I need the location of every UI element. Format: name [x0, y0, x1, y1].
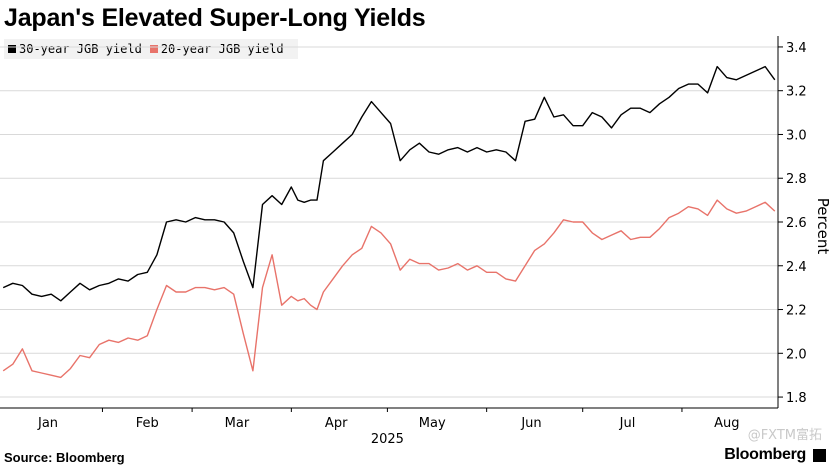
x-tick-label: Feb — [136, 416, 159, 431]
series-line-30y — [2, 65, 776, 302]
x-tick-label: Aug — [714, 416, 739, 431]
x-tick-label: May — [419, 416, 446, 431]
legend-item-30y: 30-year JGB yield — [8, 42, 142, 56]
series-line-20y — [2, 199, 776, 379]
y-tick-label: 1.8 — [786, 391, 807, 406]
y-tick-label: 3.4 — [786, 41, 807, 56]
series-lines — [2, 65, 776, 379]
x-tick-label: Jan — [37, 416, 58, 431]
y-tick-label: 2.2 — [786, 304, 807, 319]
gridlines — [0, 46, 778, 398]
y-tick-label: 2.6 — [786, 216, 807, 231]
legend-label-20y: 20-year JGB yield — [160, 42, 284, 56]
axes: 1.8 2.0 2.2 2.4 2.6 2.8 3.0 3.2 3.4 Percent Jan Feb… — [0, 36, 832, 447]
legend-swatch-30y — [8, 45, 16, 53]
x-tick-label: Mar — [225, 416, 250, 431]
x-tick-label: Jun — [520, 416, 541, 431]
x-tick-label: Apr — [325, 416, 348, 431]
y-tick-label: 3.0 — [786, 128, 807, 143]
source-note: Source: Bloomberg — [4, 450, 125, 465]
chart-legend: 30-year JGB yield 20-year JGB yield — [4, 39, 298, 59]
watermark-text: @FXTM富拓 — [747, 428, 822, 443]
y-tick-label: 2.4 — [786, 260, 807, 275]
legend-swatch-20y — [149, 45, 158, 53]
y-tick-label: 2.0 — [786, 347, 807, 362]
legend-label-30y: 30-year JGB yield — [19, 42, 142, 56]
brand-logo-icon — [813, 449, 826, 462]
x-tick-label: Jul — [619, 416, 636, 431]
chart-title: Japan's Elevated Super-Long Yields — [4, 4, 426, 32]
y-tick-label: 2.8 — [786, 172, 807, 187]
y-tick-label: 3.2 — [786, 85, 807, 100]
brand-logo-text: Bloomberg — [724, 446, 806, 463]
x-axis-title: 2025 — [371, 432, 404, 447]
y-axis-title: Percent — [814, 198, 832, 255]
legend-item-20y: 20-year JGB yield — [149, 42, 284, 56]
